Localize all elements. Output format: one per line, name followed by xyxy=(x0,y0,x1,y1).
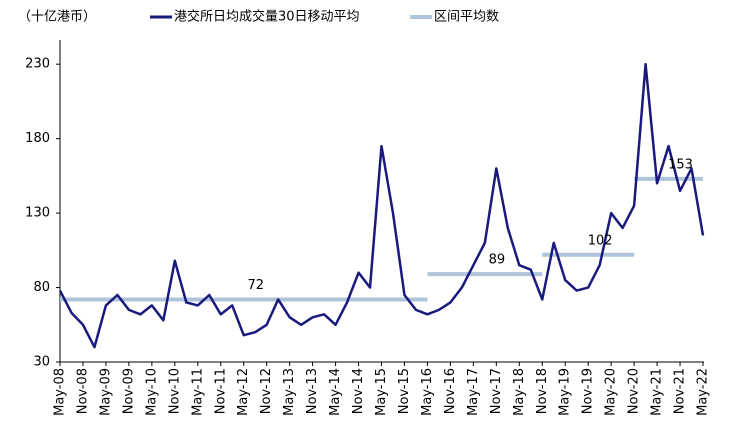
x-tick-label: Nov-18 xyxy=(535,368,550,414)
average-label: 153 xyxy=(668,157,693,172)
average-label: 72 xyxy=(247,278,264,293)
x-tick-label: Nov-12 xyxy=(259,368,274,414)
x-tick-label: Nov-14 xyxy=(351,368,366,414)
x-tick-label: May-19 xyxy=(558,368,573,416)
y-tick-label: 180 xyxy=(25,131,50,146)
x-tick-label: Nov-17 xyxy=(489,368,504,414)
x-tick-label: May-15 xyxy=(374,368,389,416)
unit-label: （十亿港币） xyxy=(18,10,96,25)
x-tick-label: Nov-16 xyxy=(443,368,458,414)
x-tick-label: May-08 xyxy=(53,368,68,416)
x-tick-label: May-12 xyxy=(236,368,251,416)
average-label: 89 xyxy=(489,253,506,268)
y-tick-label: 230 xyxy=(25,57,50,72)
x-tick-label: May-09 xyxy=(98,368,113,416)
x-tick-label: Nov-19 xyxy=(581,368,596,414)
x-tick-label: Nov-10 xyxy=(167,368,182,414)
x-tick-label: May-16 xyxy=(420,368,435,416)
x-tick-label: May-18 xyxy=(512,368,527,416)
x-tick-label: May-21 xyxy=(650,368,665,416)
x-tick-label: Nov-13 xyxy=(305,368,320,414)
x-tick-label: May-10 xyxy=(144,368,159,416)
x-tick-label: May-13 xyxy=(282,368,297,416)
legend-label: 区间平均数 xyxy=(434,10,499,25)
x-tick-label: Nov-09 xyxy=(121,368,136,414)
data-line xyxy=(58,62,705,349)
x-tick-label: May-22 xyxy=(696,368,711,416)
average-label: 102 xyxy=(588,233,613,248)
y-tick-label: 30 xyxy=(33,355,50,370)
x-tick-label: May-14 xyxy=(328,368,343,416)
y-tick-label: 130 xyxy=(25,206,50,221)
x-tick-label: May-20 xyxy=(604,368,619,416)
x-tick-label: Nov-15 xyxy=(397,368,412,414)
x-tick-label: Nov-20 xyxy=(627,368,642,414)
x-tick-label: Nov-08 xyxy=(75,368,90,414)
y-tick-label: 80 xyxy=(33,280,50,295)
x-tick-label: May-11 xyxy=(190,368,205,416)
x-tick-label: May-17 xyxy=(466,368,481,416)
x-tick-label: Nov-21 xyxy=(673,368,688,414)
x-tick-label: Nov-11 xyxy=(213,368,228,414)
legend-label: 港交所日均成交量30日移动平均 xyxy=(174,9,360,25)
